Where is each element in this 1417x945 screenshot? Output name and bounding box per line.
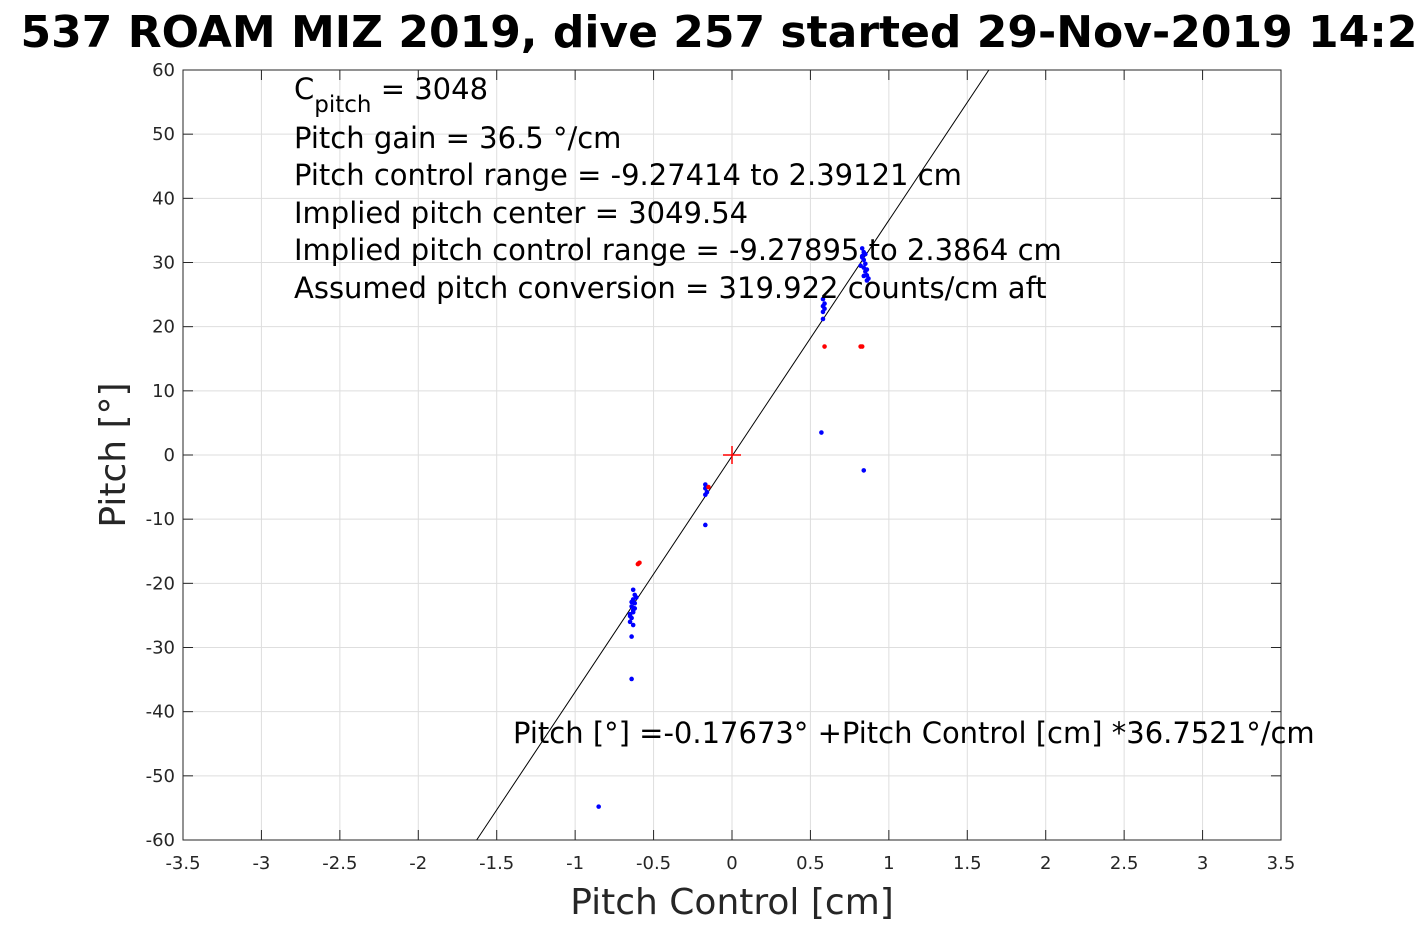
- implied-center-annotation: Implied pitch center = 3049.54: [294, 196, 748, 230]
- y-tick-label: -50: [146, 766, 175, 787]
- data-point: [863, 261, 868, 267]
- data-point: [864, 278, 870, 283]
- data-point: [822, 344, 827, 349]
- data-point: [627, 619, 633, 625]
- data-point: [859, 255, 865, 260]
- y-tick-label: -10: [146, 509, 175, 530]
- data-point: [630, 587, 636, 593]
- chart-title: 537 ROAM MIZ 2019, dive 257 started 29-N…: [21, 7, 1417, 58]
- center-marker: [723, 446, 741, 464]
- cpitch-base: C: [294, 72, 314, 106]
- y-tick-label: 10: [152, 381, 175, 402]
- data-point: [858, 344, 863, 349]
- data-point: [634, 595, 639, 600]
- y-tick-label: 20: [152, 317, 175, 338]
- data-point: [703, 522, 708, 528]
- data-point: [706, 484, 711, 490]
- y-tick-label: 30: [152, 253, 175, 274]
- y-axis-label: Pitch [°]: [93, 382, 134, 527]
- x-tick-label: -2: [409, 853, 427, 874]
- x-tick-label: 3: [1197, 853, 1208, 874]
- x-tick-label: 1.5: [953, 853, 982, 874]
- data-point: [861, 273, 867, 279]
- y-tick-label: 60: [152, 60, 175, 81]
- x-tick-label: 0.5: [796, 853, 825, 874]
- plot-box: [182, 69, 1282, 841]
- x-tick-label: -3.5: [165, 853, 200, 874]
- data-point: [632, 606, 638, 611]
- x-tick-label: -3: [252, 853, 270, 874]
- y-tick-label: 0: [164, 445, 175, 466]
- data-points: [596, 246, 871, 809]
- data-point: [822, 301, 827, 306]
- data-point: [863, 251, 868, 257]
- cpitch-annotation: Cpitch = 3048: [294, 72, 488, 118]
- data-point: [635, 561, 641, 567]
- x-axis-label: Pitch Control [cm]: [570, 882, 894, 923]
- data-point: [703, 482, 708, 487]
- y-tick-label: 40: [152, 188, 175, 209]
- data-point: [864, 267, 870, 272]
- data-point: [629, 676, 634, 682]
- fit-equation-annotation: Pitch [°] =-0.17673° +Pitch Control [cm]…: [513, 716, 1315, 750]
- axes: [182, 69, 1282, 841]
- data-point: [820, 309, 826, 315]
- y-tick-label: -30: [146, 638, 175, 659]
- x-tick-label: -0.5: [636, 853, 671, 874]
- cpitch-subscript: pitch: [314, 92, 371, 118]
- x-tick-label: -2.5: [322, 853, 357, 874]
- data-point: [819, 430, 824, 435]
- data-point: [630, 609, 636, 615]
- data-point: [859, 246, 865, 251]
- conversion-annotation: Assumed pitch conversion = 319.922 count…: [294, 271, 1047, 305]
- data-point: [820, 316, 826, 322]
- data-point: [858, 263, 863, 269]
- x-tick-label: 3.5: [1267, 853, 1296, 874]
- x-tick-label: 2.5: [1110, 853, 1139, 874]
- y-tick-label: -60: [146, 830, 175, 851]
- x-tick-label: -1.5: [479, 853, 514, 874]
- x-tick-label: 2: [1040, 853, 1051, 874]
- x-tick-labels: -3.5 -3 -2.5 -2 -1.5 -1 -0.5 0 0.5 1 1.5 2 2.5 3 3.5: [165, 853, 1295, 874]
- cpitch-value: = 3048: [371, 72, 488, 106]
- pitch-gain-annotation: Pitch gain = 36.5 °/cm: [294, 121, 621, 155]
- x-tick-label: 1: [883, 853, 894, 874]
- x-tick-label: -1: [566, 853, 584, 874]
- pitch-control-range-annotation: Pitch control range = -9.27414 to 2.3912…: [294, 158, 962, 192]
- data-point: [629, 599, 634, 605]
- data-point: [596, 804, 601, 809]
- y-tick-label: 50: [152, 124, 175, 145]
- data-point: [820, 296, 826, 302]
- y-tick-label: -40: [146, 702, 175, 723]
- data-point: [703, 492, 708, 498]
- grid: [182, 69, 1282, 841]
- y-tick-labels: 60 50 40 30 20 10 0 -10 -20 -30 -40 -50 -60: [146, 60, 175, 851]
- implied-range-annotation: Implied pitch control range = -9.27895 t…: [294, 233, 1062, 267]
- data-point: [861, 468, 867, 473]
- y-tick-label: -20: [146, 573, 175, 594]
- annotation-block: Cpitch = 3048 Pitch gain = 36.5 °/cm Pit…: [294, 72, 1062, 305]
- data-point: [630, 622, 636, 628]
- x-tick-label: 0: [726, 853, 737, 874]
- data-point: [629, 634, 634, 639]
- data-point: [627, 613, 633, 619]
